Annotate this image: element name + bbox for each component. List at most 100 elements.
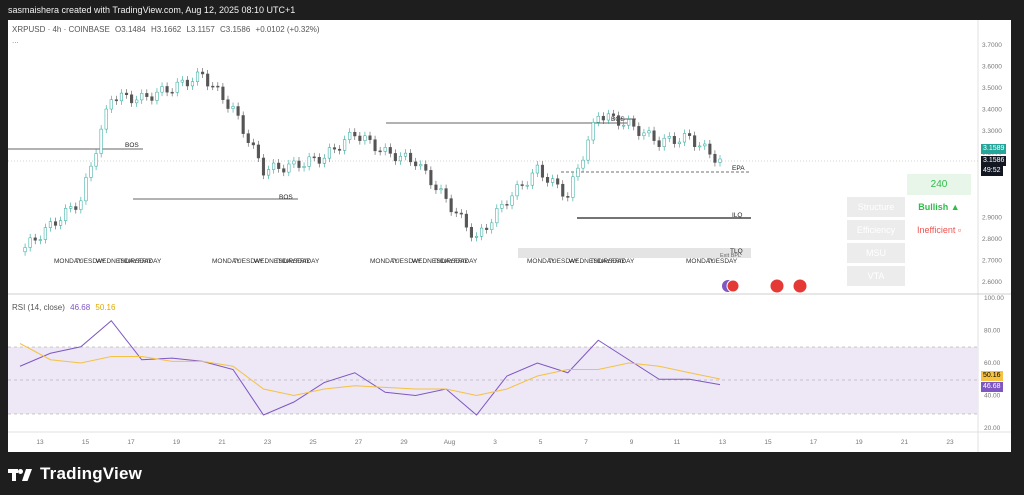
candle-body — [682, 133, 687, 143]
candle-body — [363, 135, 367, 141]
day-label: TUESDAY — [548, 258, 579, 265]
tlq-label: TLQ — [730, 248, 743, 255]
candle-body — [637, 126, 641, 136]
candle-body — [282, 168, 286, 173]
candle-body — [449, 198, 453, 213]
rsi-line — [19, 320, 721, 416]
candle-body — [135, 99, 139, 104]
day-label: WEDNESDAY — [254, 258, 296, 265]
rsi-label[interactable]: RSI (14, close) — [12, 303, 65, 312]
candle-body — [74, 206, 78, 210]
candle-body — [576, 167, 580, 178]
candle-body — [130, 94, 134, 104]
time-tick-label: 23 — [264, 439, 272, 446]
tlq-zone — [518, 248, 751, 258]
table-row-msu-label: MSU — [847, 243, 905, 263]
candle-body — [429, 170, 433, 186]
day-label: WEDNESDAY — [569, 258, 611, 265]
rsi-ma-value: 50.16 — [95, 303, 116, 312]
day-label: THURSDAY — [275, 258, 311, 265]
candle-body — [195, 71, 200, 82]
candle-body — [64, 208, 68, 221]
time-tick-label: 23 — [946, 439, 954, 446]
candle-body — [261, 157, 266, 176]
ohlc-high: H3.1662 — [150, 25, 182, 34]
day-label: TUESDAY — [707, 258, 738, 265]
day-label: FRIDAY — [296, 258, 320, 265]
candle-body — [439, 188, 443, 191]
candle-body — [718, 158, 722, 163]
candle-body — [388, 147, 392, 154]
candle-body — [124, 92, 129, 96]
candle-body — [510, 195, 514, 206]
candle-body — [277, 162, 281, 169]
price-tick-label: 2.6000 — [982, 279, 1002, 286]
candle-body — [104, 108, 108, 130]
candle-body — [175, 81, 179, 93]
candle-body — [551, 178, 555, 183]
candle-body — [368, 135, 372, 140]
flag-icon-us-2[interactable] — [792, 278, 808, 294]
time-tick-label: 15 — [82, 439, 90, 446]
candle-body — [216, 85, 220, 88]
time-axis-ticks[interactable]: 13 15 17 19 21 23 25 27 29 Aug 3 5 7 9 11 13 15 17 19 21 23 — [36, 439, 954, 446]
day-label: THURSDAY — [117, 258, 153, 265]
candle-body — [287, 163, 291, 173]
day-label: MONDAY — [686, 258, 715, 265]
candle-body — [236, 106, 240, 116]
candle-body — [348, 131, 352, 140]
candle-body — [246, 133, 250, 143]
candle-body — [145, 93, 149, 97]
time-tick-label: 7 — [584, 439, 588, 446]
time-tick-label: 13 — [36, 439, 44, 446]
more-icon[interactable]: ... — [12, 36, 19, 45]
rsi-tick-label: 100.00 — [984, 295, 1004, 302]
time-tick-label: Aug — [444, 439, 456, 446]
candle-body — [33, 237, 37, 241]
time-tick-label: 27 — [355, 439, 363, 446]
candle-body — [89, 165, 93, 178]
symbol-name[interactable]: XRPUSD · 4h · COINBASE — [12, 25, 110, 34]
candle-body — [617, 115, 621, 126]
day-label: FRIDAY — [611, 258, 635, 265]
candle-body — [500, 204, 504, 209]
candle-body — [632, 119, 636, 127]
candle-body — [53, 221, 58, 226]
ohlc-close: C3.1586 — [220, 25, 251, 34]
time-tick-label: 11 — [674, 439, 681, 446]
candle-body — [556, 178, 560, 185]
candle-body — [434, 184, 438, 191]
rsi-ma-line — [19, 343, 721, 397]
candle-body — [530, 172, 534, 186]
flag-icon-us-1[interactable] — [769, 278, 785, 294]
chart-canvas[interactable]: BOS BOS BOS EPA ILQ TLQ Exit BPL 3.70003… — [8, 20, 1011, 452]
time-tick-label: 17 — [810, 439, 818, 446]
ohlc-change: +0.0102 (+0.32%) — [255, 25, 320, 34]
ohlc-low: L3.1157 — [186, 25, 215, 34]
bpl-label: Exit BPL — [720, 253, 741, 259]
rsi-axis-ticks: 100.00 80.00 60.00 40.00 20.00 — [984, 295, 1004, 432]
event-icon-2[interactable] — [726, 279, 740, 293]
price-tick-label: 3.3000 — [982, 128, 1002, 135]
time-tick-label: 3 — [493, 439, 497, 446]
table-row-structure-value: Bullish ▲ — [907, 197, 971, 217]
chart-panel[interactable]: BOS BOS BOS EPA ILQ TLQ Exit BPL 3.70003… — [8, 20, 1011, 452]
candle-body — [211, 85, 215, 88]
candle-body — [251, 142, 255, 146]
bos-label-1: BOS — [125, 142, 139, 149]
candle-body — [703, 143, 707, 147]
rsi-ma-badge: 50.16 — [981, 371, 1003, 381]
day-label: MONDAY — [370, 258, 399, 265]
header-attribution: sasmaishera created with TradingView.com… — [8, 5, 296, 15]
candle-body — [28, 237, 32, 248]
candle-body — [495, 208, 499, 224]
candle-body — [611, 113, 616, 116]
bos-label-2: BOS — [279, 194, 293, 201]
table-timeframe: 240 — [907, 174, 971, 195]
candle-body — [662, 137, 666, 147]
candle-body — [48, 221, 52, 228]
price-tick-label: 2.8000 — [982, 236, 1002, 243]
candle-body — [393, 153, 397, 162]
candle-body — [69, 206, 73, 209]
candle-body — [201, 71, 205, 75]
